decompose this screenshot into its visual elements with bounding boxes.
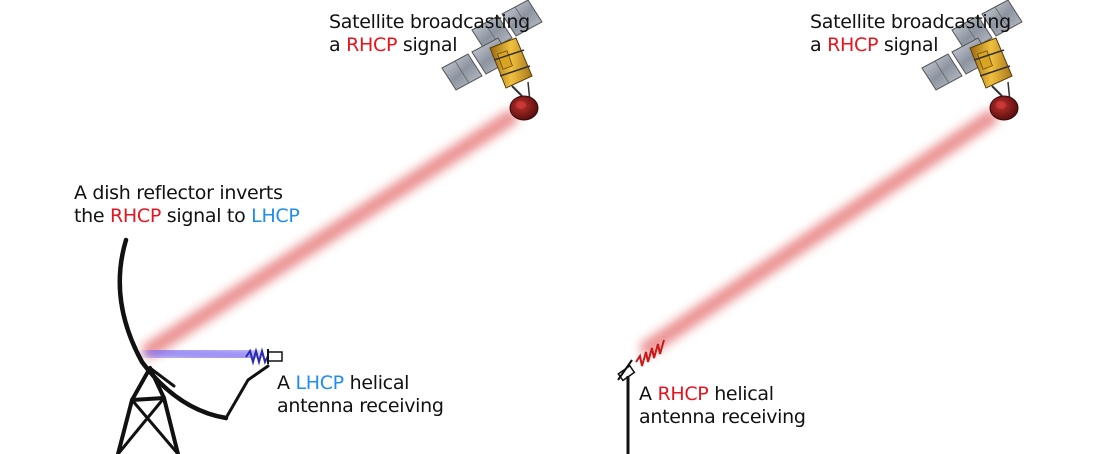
rhcp-antenna-caption-line2: antenna receiving	[639, 406, 806, 428]
lhcp-beam-left	[145, 345, 259, 363]
satellite-caption-right: Satellite broadcasting a RHCP signal	[810, 11, 1011, 57]
lhcp-helical-antenna	[245, 347, 283, 366]
satellite-caption-left: Satellite broadcasting a RHCP signal	[329, 11, 530, 57]
caption-text: a	[329, 34, 347, 56]
rhcp-label: RHCP	[657, 383, 709, 405]
satellite-caption-right-line2: a RHCP signal	[810, 34, 1011, 57]
caption-text: the	[74, 205, 111, 227]
rhcp-helical-antenna	[617, 339, 665, 454]
rhcp-antenna-caption-line1: A RHCP helical	[639, 383, 806, 406]
dish-caption-line2: the RHCP signal to LHCP	[74, 205, 300, 228]
caption-text: helical	[708, 383, 774, 405]
caption-text: a	[810, 34, 828, 56]
rhcp-label: RHCP	[827, 34, 879, 56]
dish-reflector	[116, 237, 270, 454]
rhcp-label: RHCP	[346, 34, 398, 56]
rhcp-label: RHCP	[110, 205, 162, 227]
caption-text: A	[277, 372, 296, 394]
right-panel	[617, 0, 1023, 454]
caption-text: A	[639, 383, 658, 405]
caption-text: signal	[878, 34, 939, 56]
lhcp-antenna-caption: A LHCP helical antenna receiving	[277, 372, 444, 418]
caption-text: signal to	[161, 205, 252, 227]
dish-caption: A dish reflector inverts the RHCP signal…	[74, 182, 300, 228]
rhcp-antenna-caption: A RHCP helical antenna receiving	[639, 383, 806, 429]
satellite-caption-left-line1: Satellite broadcasting	[329, 11, 530, 33]
satellite-caption-left-line2: a RHCP signal	[329, 34, 530, 57]
lhcp-label: LHCP	[295, 372, 344, 394]
caption-text: signal	[397, 34, 458, 56]
dish-caption-line1: A dish reflector inverts	[74, 182, 283, 204]
left-panel	[116, 0, 543, 454]
caption-text: helical	[343, 372, 410, 394]
rhcp-beam-left	[142, 110, 518, 358]
satellite-caption-right-line1: Satellite broadcasting	[810, 11, 1011, 33]
lhcp-label: LHCP	[251, 205, 300, 227]
rhcp-beam-right	[640, 110, 998, 356]
lhcp-antenna-caption-line1: A LHCP helical	[277, 372, 444, 395]
lhcp-antenna-caption-line2: antenna receiving	[277, 395, 444, 417]
